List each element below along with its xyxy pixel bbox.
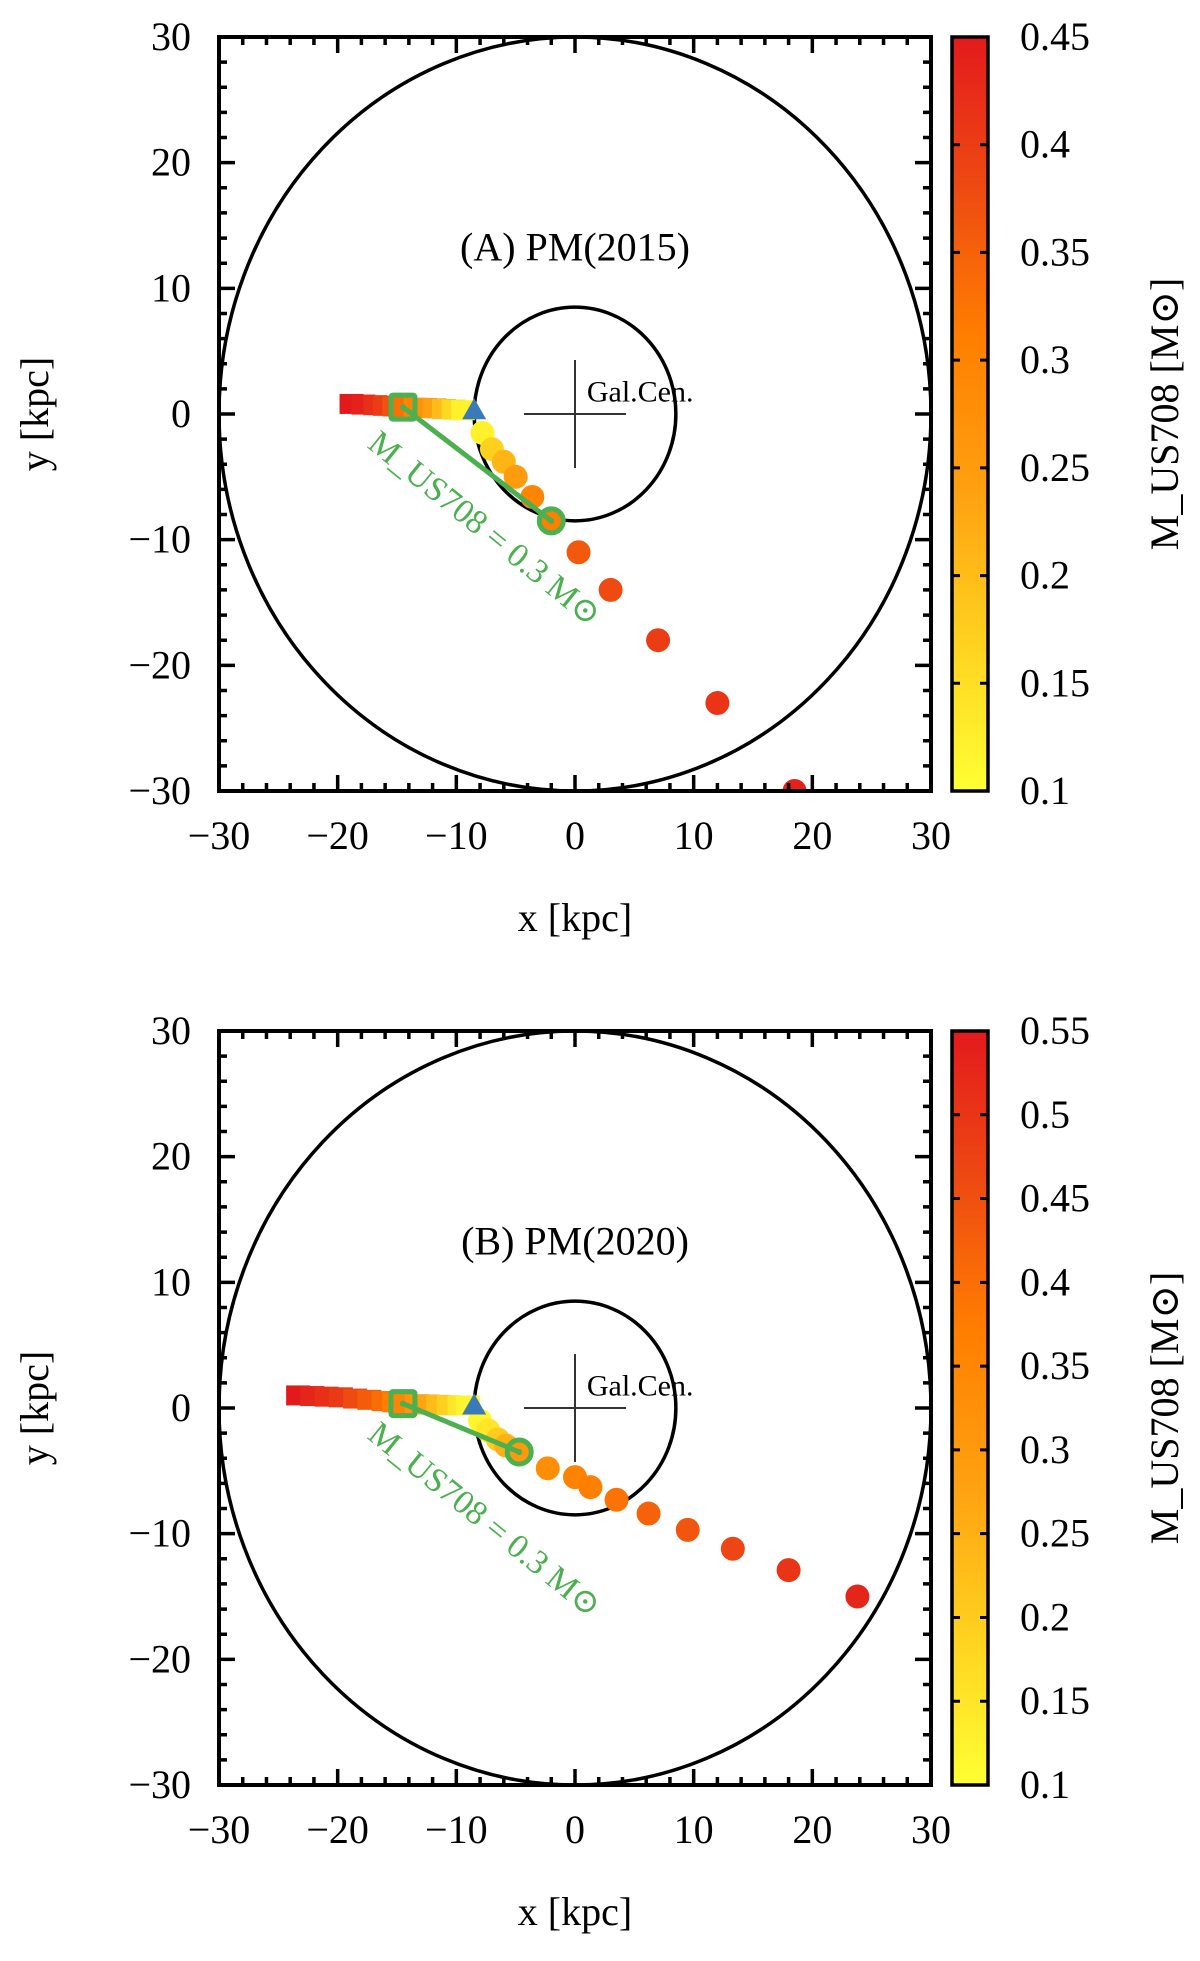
circle-marker — [636, 1501, 661, 1526]
x-tick-label: 0 — [565, 813, 585, 858]
colorbar-tick-label: 0.2 — [1020, 1594, 1070, 1639]
highlight-circle-dot — [548, 517, 555, 524]
x-tick-label: −20 — [306, 1807, 369, 1852]
colorbar-tick-label: 0.45 — [1020, 1176, 1090, 1221]
y-tick-label: −30 — [128, 1762, 191, 1807]
y-tick-label: −30 — [128, 768, 191, 813]
circle-marker — [598, 577, 623, 602]
x-axis-label: x [kpc] — [518, 895, 632, 940]
mass-connector-line — [401, 1401, 521, 1455]
y-tick-label: 30 — [151, 14, 191, 59]
colorbar-tick-label: 0.15 — [1020, 660, 1090, 705]
circle-marker — [604, 1487, 629, 1512]
plot-area — [219, 1031, 931, 1785]
colorbar-label: M_US708 [M⊙] — [1142, 278, 1187, 550]
colorbar — [950, 35, 990, 793]
y-tick-label: 10 — [151, 1259, 191, 1304]
x-axis-label: x [kpc] — [518, 1889, 632, 1934]
axis-ticks — [217, 1029, 933, 1787]
colorbar-tick-label: 0.25 — [1020, 1511, 1090, 1556]
x-tick-label: −10 — [425, 1807, 488, 1852]
triangle-marker — [462, 398, 487, 420]
mass-connector-line — [401, 405, 553, 523]
circle-marker — [503, 464, 528, 489]
x-tick-label: 20 — [792, 813, 832, 858]
y-tick-label: 0 — [171, 391, 191, 436]
circle-marker — [776, 1558, 801, 1583]
circle-marker — [566, 540, 591, 565]
y-tick-label: −20 — [128, 642, 191, 687]
y-tick-label: 20 — [151, 1134, 191, 1179]
x-tick-label: −30 — [188, 1807, 251, 1852]
colorbar-tick-label: 0.35 — [1020, 1343, 1090, 1388]
highlight-square-dot — [399, 1400, 406, 1407]
highlight-circle-dot — [516, 1448, 523, 1455]
highlight-circle — [504, 1437, 534, 1467]
highlight-square — [388, 1389, 418, 1419]
galactic-center-label: Gal.Cen. — [587, 1369, 694, 1402]
colorbar-tick-label: 0.5 — [1020, 1092, 1070, 1137]
colorbar-ticks — [952, 35, 988, 793]
colorbar-tick-label: 0.1 — [1020, 768, 1070, 813]
panel-title: (B) PM(2020) — [461, 1219, 689, 1264]
triangle-marker — [462, 1393, 487, 1415]
axis-ticks — [217, 35, 933, 793]
colorbar-tick-label: 0.55 — [1020, 1008, 1090, 1053]
panel-b: −30 −20 −10 0 10 20 30 −30 −20 −10 0 10 20 30 x [kpc] y… — [12, 1008, 1187, 1934]
x-tick-label: 20 — [792, 1807, 832, 1852]
colorbar-tick-label: 0.15 — [1020, 1678, 1090, 1723]
colorbar-tick-label: 0.3 — [1020, 337, 1070, 382]
panel-title: (A) PM(2015) — [460, 225, 690, 270]
highlight-square-dot — [399, 404, 406, 411]
x-tick-label: −10 — [425, 813, 488, 858]
x-tick-label: −20 — [306, 813, 369, 858]
y-tick-label: 0 — [171, 1385, 191, 1430]
colorbar-tick-label: 0.4 — [1020, 1259, 1070, 1304]
y-tick-label: 20 — [151, 140, 191, 185]
colorbar-tick-label: 0.3 — [1020, 1427, 1070, 1472]
highlight-square — [388, 392, 418, 422]
x-tick-label: 10 — [674, 1807, 714, 1852]
colorbar-tick-label: 0.4 — [1020, 122, 1070, 167]
mass-annotation: M_US708 = 0.3 M⊙ — [361, 1415, 608, 1625]
x-tick-label: 30 — [911, 813, 951, 858]
galactic-center-label: Gal.Cen. — [587, 375, 694, 408]
circle-marker — [675, 1517, 700, 1542]
y-tick-label: −20 — [128, 1636, 191, 1681]
y-axis-label: y [kpc] — [12, 357, 57, 471]
circle-marker — [705, 691, 730, 716]
y-tick-label: 30 — [151, 1008, 191, 1053]
x-tick-label: −30 — [188, 813, 251, 858]
circle-marker — [845, 1584, 870, 1609]
circle-marker — [720, 1536, 745, 1561]
circle-marker — [646, 628, 671, 653]
galactic-center-cross — [523, 359, 627, 469]
y-tick-label: −10 — [128, 517, 191, 562]
colorbar-tick-label: 0.1 — [1020, 1762, 1070, 1807]
plot-area — [219, 37, 931, 791]
circle-marker — [535, 1456, 560, 1481]
x-tick-label: 0 — [565, 1807, 585, 1852]
y-tick-label: 10 — [151, 265, 191, 310]
highlight-circle — [536, 506, 566, 536]
galactic-center-cross — [523, 1353, 627, 1463]
colorbar-label: M_US708 [M⊙] — [1142, 1272, 1187, 1544]
colorbar-tick-label: 0.25 — [1020, 445, 1090, 490]
x-tick-label: 10 — [674, 813, 714, 858]
circle-marker — [578, 1475, 603, 1500]
colorbar-tick-label: 0.2 — [1020, 553, 1070, 598]
colorbar — [950, 1029, 990, 1787]
colorbar-tick-label: 0.45 — [1020, 14, 1090, 59]
colorbar-ticks — [952, 1029, 988, 1787]
colorbar-tick-label: 0.35 — [1020, 229, 1090, 274]
panel-a: −30 −20 −10 0 10 20 30 −30 −20 −10 0 10 20 30 x [kpc] y… — [12, 14, 1187, 940]
y-axis-label: y [kpc] — [12, 1351, 57, 1465]
x-tick-label: 30 — [911, 1807, 951, 1852]
y-tick-label: −10 — [128, 1511, 191, 1556]
